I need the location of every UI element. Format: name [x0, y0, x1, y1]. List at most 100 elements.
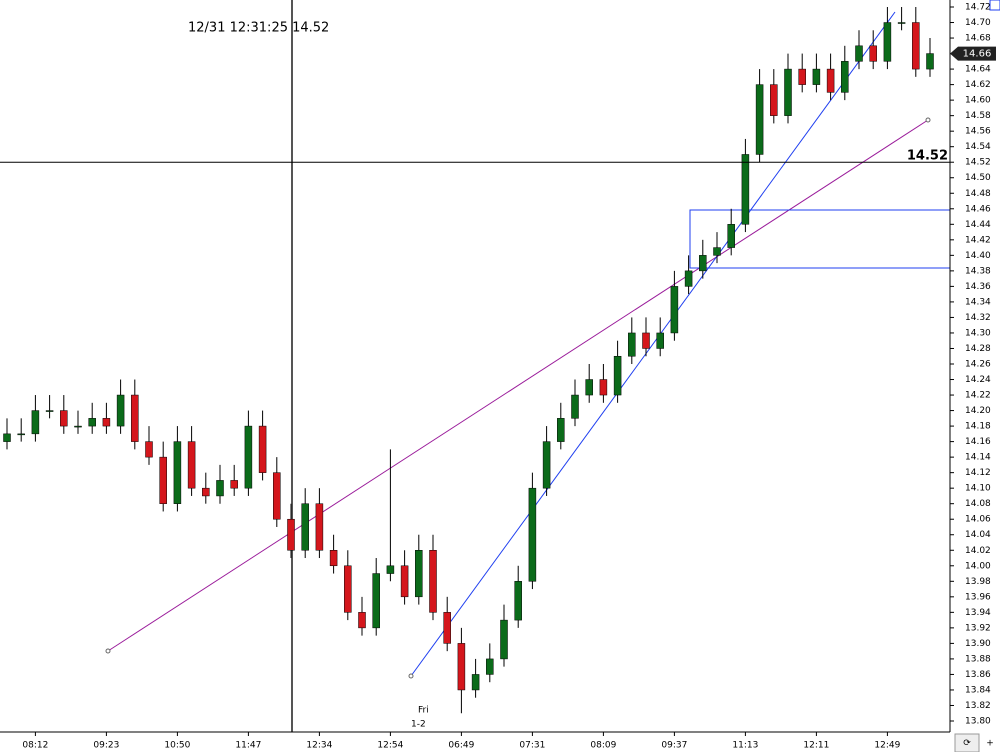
y-tick-label: 14.18 — [965, 422, 991, 432]
day-label: Fri — [418, 706, 429, 716]
candle-body — [642, 332, 650, 349]
candle-body — [912, 22, 920, 70]
candle-body — [628, 332, 636, 357]
candle-body — [202, 487, 210, 497]
candle-body — [841, 61, 849, 93]
y-tick-label: 13.90 — [965, 639, 991, 649]
trend-handle — [105, 648, 111, 654]
x-tick-label: 08:12 — [22, 741, 48, 751]
candle-body — [187, 441, 196, 489]
candle-body — [755, 84, 764, 155]
candle-body — [770, 84, 778, 116]
candle-body — [60, 410, 68, 427]
y-tick-label: 14.20 — [965, 406, 991, 416]
candle-body — [301, 503, 309, 551]
candle-body — [812, 68, 821, 85]
candle-body — [216, 480, 224, 497]
candle-body — [926, 53, 934, 70]
crosshair-price: 14.52 — [907, 149, 948, 164]
y-tick-label: 14.34 — [965, 297, 991, 307]
y-tick-label: 13.80 — [965, 717, 991, 727]
y-tick-label: 14.54 — [965, 142, 991, 152]
y-tick-label: 14.42 — [965, 235, 991, 245]
candle-body — [883, 22, 892, 62]
candle-body — [230, 480, 238, 489]
y-tick-label: 14.56 — [965, 127, 991, 137]
axis-toggle[interactable] — [989, 0, 1000, 11]
candle-body — [471, 674, 480, 691]
y-tick-label: 13.82 — [965, 701, 991, 711]
candle-body — [329, 550, 338, 567]
candle-body — [17, 433, 25, 436]
last-price-label: 14.66 — [963, 49, 992, 60]
last-price-tag — [950, 46, 996, 61]
x-tick-label: 11:13 — [732, 741, 758, 751]
candle-body — [258, 425, 267, 473]
y-tick-label: 14.24 — [965, 375, 991, 385]
trend-handle — [925, 117, 931, 123]
candle-body — [585, 379, 593, 396]
y-tick-label: 14.32 — [965, 313, 991, 323]
add-button[interactable]: + — [986, 739, 994, 749]
y-tick-label: 14.44 — [965, 220, 991, 230]
candle-body — [344, 565, 352, 613]
candle-body — [500, 619, 508, 660]
candle-body — [699, 255, 707, 272]
y-tick-label: 13.96 — [965, 592, 991, 602]
trend-line — [107, 119, 929, 652]
y-tick-label: 14.72 — [965, 3, 991, 13]
x-tick-label: 11:47 — [235, 741, 261, 751]
y-tick-label: 14.26 — [965, 360, 991, 370]
y-tick-label: 14.38 — [965, 266, 991, 276]
y-tick-label: 14.30 — [965, 328, 991, 338]
y-tick-label: 14.16 — [965, 437, 991, 447]
x-tick-label: 10:50 — [164, 741, 190, 751]
candle-body — [415, 550, 423, 598]
x-tick-label: 12:49 — [874, 741, 900, 751]
candle-body — [486, 658, 494, 675]
candle-body — [173, 441, 182, 504]
reset-icon[interactable]: ⟳ — [963, 739, 971, 749]
y-tick-label: 14.28 — [965, 344, 991, 354]
y-tick-label: 14.02 — [965, 546, 991, 556]
y-tick-label: 14.46 — [965, 204, 991, 214]
trend-handle — [408, 673, 414, 679]
x-tick-label: 06:49 — [448, 741, 474, 751]
y-tick-label: 13.88 — [965, 654, 991, 664]
candle-body — [386, 565, 395, 574]
candle-body — [145, 441, 153, 458]
y-tick-label: 14.48 — [965, 189, 991, 199]
candle-body — [457, 643, 466, 691]
candle-body — [159, 456, 167, 504]
y-tick-label: 14.04 — [965, 530, 991, 540]
y-tick-label: 13.98 — [965, 577, 991, 587]
y-tick-label: 13.94 — [965, 608, 991, 618]
candle-body — [514, 581, 522, 621]
candle-body — [315, 503, 324, 551]
candle-body — [897, 22, 906, 24]
candle-body — [273, 472, 281, 520]
candle-body — [613, 355, 622, 396]
x-tick-label: 12:34 — [306, 741, 332, 751]
candle-body — [542, 441, 551, 489]
reset-button[interactable] — [954, 733, 980, 752]
y-tick-label: 14.36 — [965, 282, 991, 292]
candle-body — [599, 379, 608, 396]
candle-body — [798, 68, 806, 85]
x-tick-label: 12:54 — [377, 741, 403, 751]
y-tick-label: 13.92 — [965, 623, 991, 633]
candle-body — [855, 45, 863, 62]
candle-body — [74, 425, 82, 428]
candle-body — [358, 612, 366, 629]
candle-body — [429, 550, 437, 613]
y-tick-label: 14.70 — [965, 18, 991, 28]
candle-body — [3, 433, 11, 442]
candle-body — [528, 487, 537, 582]
y-tick-label: 14.40 — [965, 251, 991, 261]
candle-body — [741, 154, 750, 225]
candle-body — [727, 224, 735, 248]
crosshair-label: 12/31 12:31:25 14.52 — [188, 21, 329, 36]
x-tick-label: 08:09 — [590, 741, 616, 751]
y-tick-label: 14.64 — [965, 65, 991, 75]
